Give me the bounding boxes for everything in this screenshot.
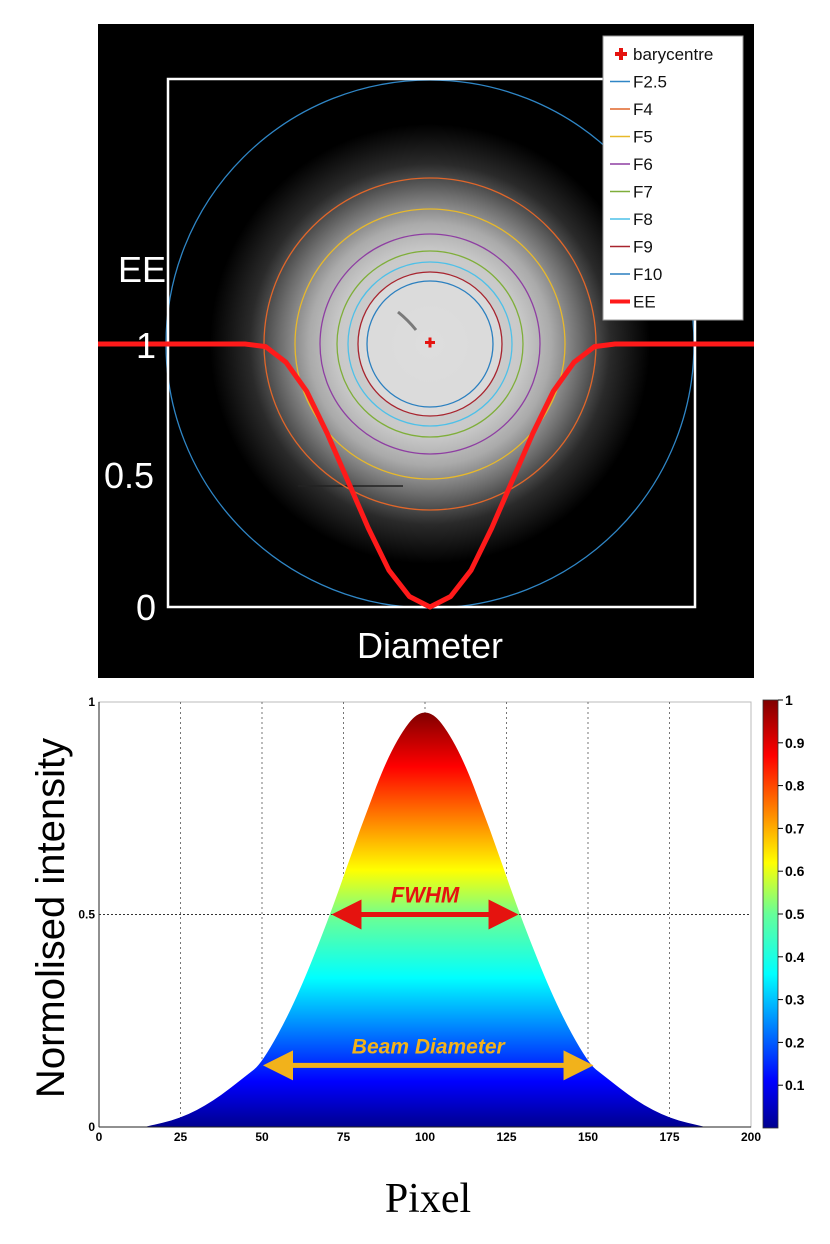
legend-item-f8: F8 [610, 210, 653, 229]
colorbar-tick-label: 0.6 [785, 863, 805, 879]
legend-label: F5 [633, 128, 653, 147]
x-tick-label: 50 [255, 1130, 269, 1144]
legend-label: F6 [633, 155, 653, 174]
legend-item-f4: F4 [610, 100, 653, 119]
legend-item-f6: F6 [610, 155, 653, 174]
colorbar-tick-label: 1 [785, 692, 793, 708]
x-tick-label: 150 [578, 1130, 598, 1144]
circle-f6 [319, 233, 541, 455]
colorbar [762, 699, 779, 1129]
legend-item-f5: F5 [610, 128, 653, 147]
legend-label: F9 [633, 238, 653, 257]
x-axis-label: Diameter [357, 625, 503, 666]
y-tick-0.5: 0.5 [104, 455, 154, 496]
legend-marker [619, 48, 623, 60]
circle-f9 [357, 271, 503, 417]
ee-curve [98, 341, 754, 610]
legend-label: F2.5 [633, 73, 667, 92]
y-tick-label: 0.5 [78, 908, 95, 922]
y-axis-label: Normolised intensity [29, 738, 73, 1098]
beam-artifact [397, 310, 418, 331]
x-tick-label: 25 [174, 1130, 188, 1144]
x-tick-label: 100 [415, 1130, 435, 1144]
y-tick-1: 1 [136, 325, 156, 366]
legend-item-barycentre: barycentre [615, 45, 713, 64]
legend-box [602, 35, 744, 321]
colorbar-tick-label: 0.7 [785, 820, 805, 836]
circle-f5 [294, 208, 566, 480]
legend-label: barycentre [633, 45, 713, 64]
colorbar-ticks: 0.1 0.2 0.3 0.4 0.5 0.6 0.7 0.8 0.9 1 [778, 692, 805, 1093]
legend-label: EE [633, 293, 656, 312]
colorbar-tick-label: 0.9 [785, 735, 805, 751]
y-ticks: 00.51 [78, 695, 95, 1134]
circle-f8 [347, 261, 513, 427]
ee-figure: EE 1 0.5 0 Diameter barycentre F2.5 F4 F5 F6… [98, 24, 754, 678]
x-tick-label: 125 [496, 1130, 516, 1144]
ee-axis-label: EE [118, 249, 166, 290]
x-tick-label: 75 [337, 1130, 351, 1144]
legend-item-f9: F9 [610, 238, 653, 257]
y-tick-label: 0 [88, 1120, 95, 1134]
colorbar-tick-label: 0.5 [785, 906, 805, 922]
colorbar-tick-label: 0.1 [785, 1077, 805, 1093]
legend-item-f7: F7 [610, 183, 653, 202]
annotations: FWHM Beam Diameter [263, 883, 594, 1081]
colorbar-tick-label: 0.4 [785, 949, 805, 965]
x-tick-label: 200 [741, 1130, 761, 1144]
x-axis-label: Pixel [385, 1176, 471, 1222]
legend-item-ee: EE [610, 293, 656, 312]
x-tick-label: 175 [659, 1130, 679, 1144]
colorbar-tick-label: 0.8 [785, 778, 805, 794]
circle-f7 [336, 250, 524, 438]
circle-f10 [366, 280, 494, 408]
y-tick-label: 1 [88, 695, 95, 709]
annotation-label-fwhm: FWHM [391, 883, 460, 908]
legend: barycentre F2.5 F4 F5 F6 F7 F8 F9 F10 EE [602, 35, 744, 321]
y-tick-0: 0 [136, 587, 156, 628]
colorbar-tick-label: 0.2 [785, 1034, 805, 1050]
legend-label: F10 [633, 265, 662, 284]
legend-item-f10: F10 [610, 265, 662, 284]
x-ticks: 0 25 50 75 100 125 150 175 200 [96, 1130, 762, 1144]
colorbar-tick-label: 0.3 [785, 992, 805, 1008]
annotation-label-beam-diameter: Beam Diameter [352, 1035, 507, 1058]
legend-label: F8 [633, 210, 653, 229]
legend-item-f2-5: F2.5 [610, 73, 667, 92]
barycentre-marker [425, 337, 435, 348]
x-tick-label: 0 [96, 1130, 103, 1144]
legend-label: F7 [633, 183, 653, 202]
legend-label: F4 [633, 100, 653, 119]
